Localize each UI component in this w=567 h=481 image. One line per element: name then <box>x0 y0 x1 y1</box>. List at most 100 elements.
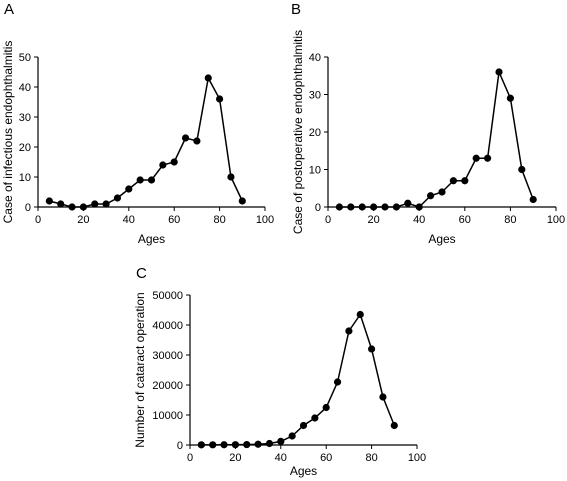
data-point <box>529 195 537 204</box>
data-point <box>231 441 239 449</box>
y-axis-label: Case of postoperative endophthalmitis <box>291 30 305 234</box>
data-point <box>449 177 457 185</box>
x-tick-label: 60 <box>320 452 332 464</box>
chart-panel-a: A 0 20 40 60 80 100 0 10 20 30 40 50 Ages Case of infe… <box>1 1 274 246</box>
data-point <box>197 441 205 449</box>
data-point <box>518 165 526 174</box>
x-tick-label: 60 <box>168 214 180 226</box>
x-tick-label: 60 <box>459 214 471 226</box>
x-tick-label: 0 <box>35 214 41 226</box>
y-tick-label: 30 <box>309 90 321 102</box>
data-point <box>415 203 423 211</box>
panel-letter: B <box>291 1 301 18</box>
data-point <box>506 94 514 102</box>
x-axis-label: Ages <box>428 232 455 246</box>
y-tick-label: 20000 <box>152 380 183 392</box>
data-point <box>204 74 212 82</box>
x-tick-label: 80 <box>365 452 377 464</box>
data-point <box>243 440 251 449</box>
data-point <box>238 197 246 205</box>
y-tick-label: 30 <box>19 112 31 124</box>
data-point <box>495 68 503 76</box>
x-axis-label: Ages <box>138 232 165 246</box>
data-point <box>159 161 167 169</box>
data-point <box>404 199 412 207</box>
data-point <box>181 134 190 142</box>
y-tick-label: 50 <box>19 52 31 64</box>
data-point <box>209 441 217 449</box>
data-point <box>45 197 53 205</box>
x-tick-label: 0 <box>325 214 331 226</box>
data-point <box>484 154 492 162</box>
data-point <box>356 310 364 319</box>
data-point <box>358 203 366 211</box>
data-point <box>277 437 285 445</box>
y-tick-label: 50000 <box>152 290 183 302</box>
data-point <box>113 194 122 202</box>
x-tick-label: 20 <box>229 452 241 464</box>
data-point <box>461 177 469 185</box>
data-point <box>381 203 389 211</box>
x-tick-label: 80 <box>213 214 225 226</box>
data-point <box>91 200 99 208</box>
y-tick-label: 0 <box>177 440 183 452</box>
y-tick-label: 10000 <box>152 410 183 422</box>
y-tick-label: 20 <box>309 127 321 139</box>
y-tick-label: 20 <box>19 142 31 154</box>
data-point <box>136 176 144 184</box>
x-axis-label: Ages <box>290 464 317 478</box>
data-point <box>345 327 353 335</box>
x-tick-label: 20 <box>77 214 89 226</box>
data-point <box>125 185 133 193</box>
x-tick-label: 100 <box>408 452 426 464</box>
y-tick-label: 30000 <box>152 350 183 362</box>
series-line <box>339 69 534 208</box>
x-tick-label: 0 <box>187 452 193 464</box>
y-tick-label: 40000 <box>152 320 183 332</box>
data-point <box>438 188 446 196</box>
x-tick-label: 40 <box>275 452 287 464</box>
x-tick-label: 20 <box>367 214 379 226</box>
data-point <box>335 203 343 211</box>
y-axis-label: Case of infectious endophthalmitis <box>1 41 15 224</box>
series-line <box>201 312 395 446</box>
y-axis-label: Number of cataract operation <box>133 292 147 447</box>
y-tick-label: 40 <box>19 82 31 94</box>
series-line <box>49 75 243 208</box>
data-point <box>170 158 178 166</box>
data-point <box>299 421 308 430</box>
data-point <box>322 403 330 412</box>
data-point <box>193 137 201 145</box>
data-point <box>288 432 296 440</box>
data-point <box>102 200 110 208</box>
panel-letter: A <box>4 1 14 18</box>
y-tick-label: 10 <box>309 165 321 177</box>
x-tick-label: 100 <box>256 214 274 226</box>
y-tick-label: 0 <box>315 202 321 214</box>
data-point <box>392 203 400 211</box>
data-point <box>368 345 376 353</box>
data-point <box>227 173 235 181</box>
y-tick-label: 10 <box>19 172 31 184</box>
panel-letter: C <box>136 265 147 282</box>
data-point <box>57 200 65 208</box>
data-point <box>147 176 156 184</box>
data-point <box>370 203 378 211</box>
x-tick-label: 80 <box>504 214 516 226</box>
data-point <box>333 378 342 386</box>
data-point <box>220 441 228 449</box>
x-tick-label: 100 <box>547 214 565 226</box>
y-tick-label: 0 <box>25 202 31 214</box>
data-point <box>472 154 480 162</box>
data-point <box>254 440 262 448</box>
data-point <box>311 414 319 422</box>
data-point <box>427 192 435 200</box>
data-point <box>390 421 398 430</box>
data-point <box>379 393 387 401</box>
y-tick-label: 40 <box>309 52 321 64</box>
data-point <box>347 203 355 211</box>
x-tick-label: 40 <box>413 214 425 226</box>
data-point <box>216 95 224 103</box>
